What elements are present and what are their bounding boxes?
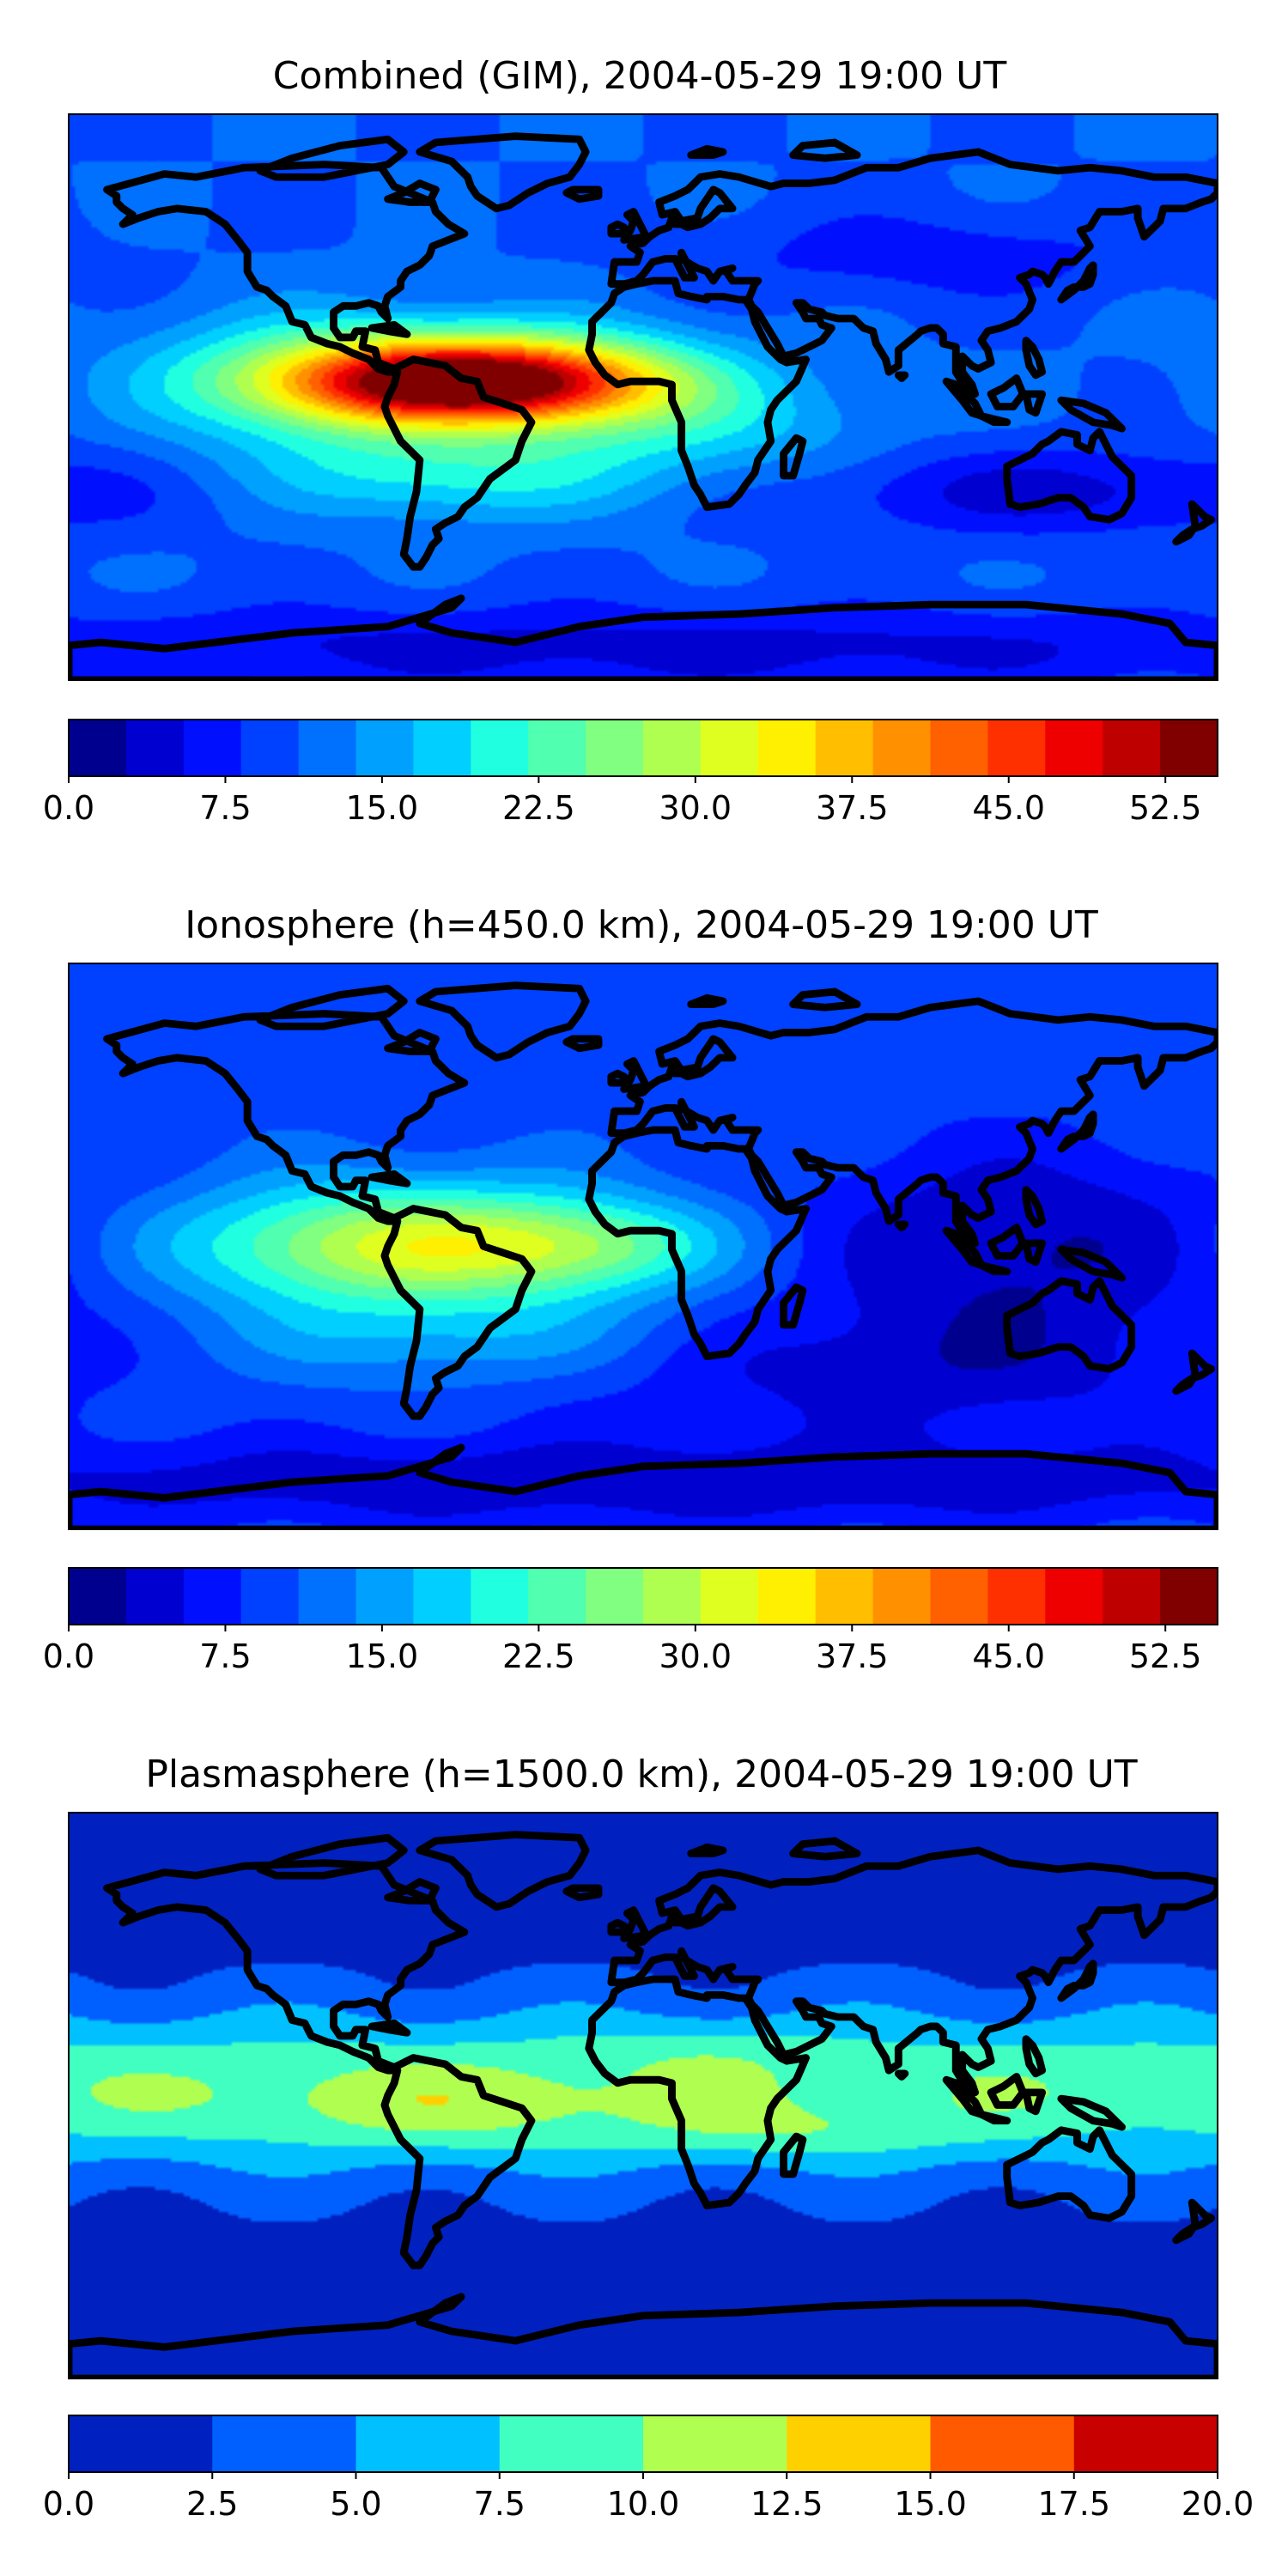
colorbar-frame — [68, 719, 1218, 777]
colorbar-tick-label: 7.5 — [199, 1637, 251, 1675]
colorbar-segment — [69, 2415, 213, 2472]
colorbar-segment — [355, 1568, 414, 1625]
colorbar-segment — [757, 720, 817, 776]
colorbar-segment — [872, 720, 932, 776]
colorbar-segment — [930, 1568, 988, 1625]
colorbar-segment — [815, 1568, 874, 1625]
colorbar-tick-label: 15.0 — [346, 1637, 419, 1675]
colorbar-segment — [643, 720, 702, 776]
colorbar-segment — [499, 2415, 644, 2472]
colorbar-segment — [1073, 2415, 1218, 2472]
colorbar-segment — [757, 1568, 817, 1625]
colorbar-segment — [700, 1568, 759, 1625]
panel-title: Combined (GIM), 2004-05-29 19:00 UT — [273, 54, 1007, 98]
tec-field — [69, 1813, 1218, 2379]
map-frame — [68, 113, 1218, 681]
colorbar-tick-label: 45.0 — [972, 789, 1045, 827]
colorbar-tick-label: 22.5 — [502, 789, 575, 827]
panel-title: Ionosphere (h=450.0 km), 2004-05-29 19:0… — [185, 903, 1098, 947]
colorbar-tick-label: 0.0 — [43, 789, 94, 827]
colorbar-tick-label: 37.5 — [816, 1637, 889, 1675]
panel-plasmasphere: Plasmasphere (h=1500.0 km), 2004-05-29 1… — [43, 1753, 1255, 2523]
colorbar: 0.0 7.5 15.0 22.5 30.0 37.5 45.0 52.5 — [43, 1567, 1218, 1675]
colorbar-segment — [1103, 720, 1161, 776]
colorbar-segment — [298, 720, 357, 776]
colorbar-segment — [1103, 1568, 1161, 1625]
colorbar-segment — [1045, 1568, 1103, 1625]
colorbar-segment — [528, 1568, 586, 1625]
colorbar-tick-label: 17.5 — [1037, 2485, 1110, 2523]
colorbar-segment — [1160, 720, 1218, 776]
map-frame — [68, 1812, 1218, 2379]
panel-ionosphere: Ionosphere (h=450.0 km), 2004-05-29 19:0… — [43, 903, 1218, 1675]
colorbar-segment — [815, 720, 874, 776]
colorbar-segment — [586, 720, 644, 776]
colorbar-segment — [69, 1568, 127, 1625]
colorbar-segment — [643, 1568, 702, 1625]
colorbar-tick-label: 15.0 — [894, 2485, 967, 2523]
tec-field — [69, 114, 1218, 680]
colorbar-segment — [528, 720, 586, 776]
colorbar-tick-label: 30.0 — [659, 789, 732, 827]
colorbar: 0.0 7.5 15.0 22.5 30.0 37.5 45.0 52.5 — [43, 719, 1218, 827]
colorbar-tick-label: 37.5 — [816, 789, 889, 827]
colorbar-segment — [930, 2415, 1075, 2472]
colorbar-segment — [183, 1568, 242, 1625]
colorbar-tick-label: 45.0 — [972, 1637, 1045, 1675]
colorbar-tick-label: 0.0 — [43, 1637, 94, 1675]
colorbar-segment — [355, 720, 414, 776]
colorbar-segment — [413, 720, 471, 776]
colorbar-tick-label: 2.5 — [186, 2485, 238, 2523]
colorbar-segment — [787, 2415, 932, 2472]
colorbar-tick-label: 30.0 — [659, 1637, 732, 1675]
colorbar-tick-label: 7.5 — [474, 2485, 526, 2523]
colorbar-segment — [240, 720, 300, 776]
colorbar-segment — [125, 1568, 185, 1625]
tec-field — [69, 963, 1218, 1529]
colorbar-tick-label: 20.0 — [1182, 2485, 1255, 2523]
colorbar-tick-label: 5.0 — [330, 2485, 381, 2523]
colorbar-segment — [930, 720, 988, 776]
colorbar-segment — [700, 720, 759, 776]
colorbar-segment — [240, 1568, 300, 1625]
colorbar-segment — [987, 1568, 1046, 1625]
colorbar-tick-label: 0.0 — [43, 2485, 94, 2523]
colorbar-tick-label: 52.5 — [1129, 1637, 1202, 1675]
colorbar-segment — [69, 720, 127, 776]
panel-title: Plasmasphere (h=1500.0 km), 2004-05-29 1… — [145, 1753, 1137, 1796]
colorbar-frame — [68, 1567, 1218, 1625]
colorbar-segment — [183, 720, 242, 776]
map-frame — [68, 963, 1218, 1530]
colorbar-tick-label: 15.0 — [346, 789, 419, 827]
colorbar-segment — [872, 1568, 932, 1625]
colorbar-segment — [1160, 1568, 1218, 1625]
colorbar-segment — [471, 720, 529, 776]
colorbar-segment — [643, 2415, 787, 2472]
map-plot-area — [69, 963, 1218, 1529]
map-plot-area — [69, 1813, 1218, 2379]
colorbar-segment — [987, 720, 1046, 776]
map-plot-area — [69, 114, 1218, 680]
colorbar-segment — [355, 2415, 501, 2472]
colorbar-tick-label: 22.5 — [502, 1637, 575, 1675]
colorbar-segment — [212, 2415, 357, 2472]
colorbar-segment — [471, 1568, 529, 1625]
colorbar: 0.0 2.5 5.0 7.5 10.0 12.5 15.0 17.5 20.0 — [43, 2415, 1255, 2523]
colorbar-segment — [298, 1568, 357, 1625]
colorbar-tick-label: 12.5 — [750, 2485, 823, 2523]
colorbar-segment — [413, 1568, 471, 1625]
panel-combined: Combined (GIM), 2004-05-29 19:00 UT 0.0 7… — [43, 54, 1218, 827]
colorbar-tick-label: 52.5 — [1129, 789, 1202, 827]
colorbar-segment — [125, 720, 185, 776]
colorbar-segment — [586, 1568, 644, 1625]
colorbar-tick-label: 10.0 — [607, 2485, 680, 2523]
colorbar-tick-label: 7.5 — [199, 789, 251, 827]
colorbar-segment — [1045, 720, 1103, 776]
